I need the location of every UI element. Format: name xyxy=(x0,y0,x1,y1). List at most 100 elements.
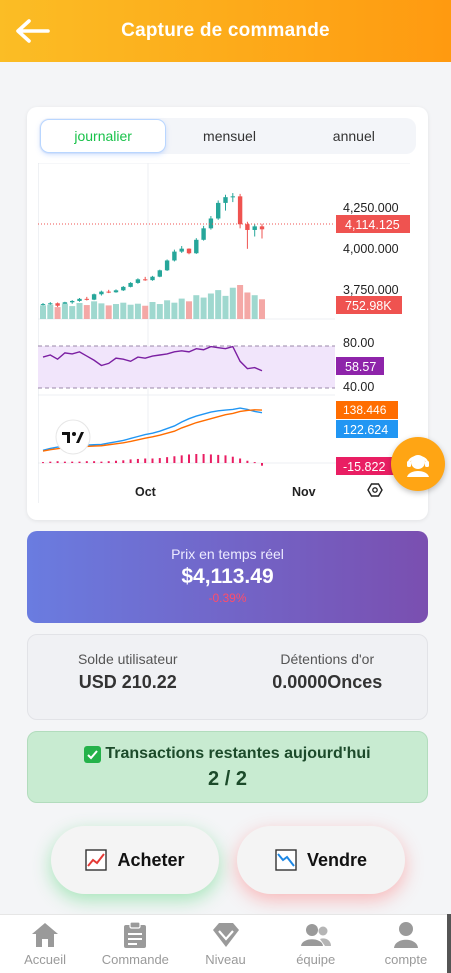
remaining-transactions-card: Transactions restantes aujourd'hui 2 / 2 xyxy=(27,731,428,803)
volume-bar xyxy=(207,293,214,319)
candle xyxy=(113,289,119,293)
tab-monthly[interactable]: mensuel xyxy=(203,128,256,144)
macd-hist-bar xyxy=(158,458,161,463)
volume-bar xyxy=(91,301,98,319)
sell-button[interactable]: Vendre xyxy=(237,826,405,894)
volume-bar xyxy=(54,307,61,319)
volume-bar xyxy=(178,298,185,319)
macd-hist-bar xyxy=(85,461,88,463)
home-icon xyxy=(32,923,59,947)
nav-label: Niveau xyxy=(205,952,246,967)
sell-label: Vendre xyxy=(306,849,368,870)
chart-card: journalier mensuel annuel 4,250.000 4,00… xyxy=(27,107,428,520)
nav-item-orders[interactable]: Commande xyxy=(90,915,180,973)
scrollbar[interactable] xyxy=(447,914,451,973)
macd-hist-bar xyxy=(166,457,169,463)
user-balance-value: USD 210.22 xyxy=(78,672,177,692)
candle xyxy=(252,224,257,237)
price-tick: 3,750.000 xyxy=(343,283,399,297)
candle xyxy=(106,289,111,294)
candle xyxy=(70,300,75,304)
buy-label: Acheter xyxy=(117,849,185,870)
volume-bar xyxy=(98,303,105,319)
volume-bar xyxy=(105,305,112,319)
back-arrow-icon[interactable] xyxy=(14,17,50,45)
gold-holdings: Détentions d'or 0.0000Onces xyxy=(228,635,428,719)
candle xyxy=(223,194,228,211)
macd-hist-bar xyxy=(217,454,220,463)
buy-button[interactable]: Acheter xyxy=(51,826,219,894)
user-balance: Solde utilisateur USD 210.22 xyxy=(28,635,228,719)
bottom-navigation: Accueil Commande Niveau équipe xyxy=(0,914,451,973)
customer-support-button[interactable] xyxy=(391,437,445,491)
volume-bar xyxy=(222,295,229,319)
candle xyxy=(157,269,162,278)
volume-bar xyxy=(47,304,54,319)
check-icon xyxy=(84,745,102,763)
macd-hist-bar xyxy=(49,461,52,463)
macd-hist-bar xyxy=(136,458,139,463)
nav-label: Commande xyxy=(101,952,169,967)
macd-hist-bar xyxy=(180,455,183,463)
realtime-price-value: $4,113.49 xyxy=(181,565,274,588)
candle xyxy=(237,193,243,229)
candle xyxy=(135,278,141,284)
volume-bar xyxy=(127,304,134,319)
candle xyxy=(143,276,148,281)
candle xyxy=(259,223,265,239)
macd-hist-bar xyxy=(78,461,81,463)
macd-hist-bar xyxy=(100,461,103,463)
tab-yearly[interactable]: annuel xyxy=(332,128,375,144)
volume-bar xyxy=(193,295,200,319)
current-price-badge: 4,114.125 xyxy=(345,218,400,232)
remaining-transactions-value: 2 / 2 xyxy=(208,768,247,790)
price-chart[interactable]: 4,250.000 4,000.000 3,750.000 80.00 40.0… xyxy=(38,163,410,513)
macd-hist-bar xyxy=(261,463,263,466)
macd-hist-bar xyxy=(202,454,205,463)
page-title: Capture de commande xyxy=(121,20,330,41)
macd-hist-bar xyxy=(231,456,234,463)
candle xyxy=(245,221,250,249)
macd-hist-bar xyxy=(107,461,110,463)
tradingview-logo-icon[interactable] xyxy=(55,419,91,455)
macd-hist-bar xyxy=(115,460,117,463)
nav-item-level[interactable]: Niveau xyxy=(180,915,270,973)
volume-bar xyxy=(186,301,192,319)
nav-item-home[interactable]: Accueil xyxy=(0,915,90,973)
macd-hist-bar xyxy=(71,461,74,463)
nav-item-account[interactable]: compte xyxy=(361,915,451,973)
rsi-line xyxy=(42,345,263,372)
volume-bar xyxy=(215,290,222,319)
balance-card: Solde utilisateur USD 210.22 Détentions … xyxy=(27,634,428,720)
nav-item-team[interactable]: équipe xyxy=(271,915,361,973)
volume-bar xyxy=(134,303,141,319)
macd-hist-bar xyxy=(42,462,44,464)
volume-bar xyxy=(259,299,265,319)
volume-bar xyxy=(61,303,68,319)
volume-bar xyxy=(237,285,244,319)
nav-label: Accueil xyxy=(24,952,67,967)
macd-hist-bar xyxy=(63,461,66,463)
candle xyxy=(172,249,177,262)
rsi-tick: 40.00 xyxy=(343,380,374,394)
tab-daily[interactable]: journalier xyxy=(41,120,166,152)
volume-bar xyxy=(171,302,178,319)
gold-holdings-value: 0.0000Onces xyxy=(272,672,383,692)
hist-badge: -15.822 xyxy=(343,460,385,474)
chart-settings-icon[interactable] xyxy=(367,483,383,497)
volume-bar xyxy=(164,300,171,319)
volume-bar xyxy=(156,304,163,319)
volume-bar xyxy=(120,302,127,319)
price-tick: 4,250.000 xyxy=(343,201,399,215)
gold-holdings-label: Détentions d'or xyxy=(280,651,375,667)
macd-slow-badge: 138.446 xyxy=(343,403,387,417)
candle xyxy=(208,216,214,230)
volume-bar xyxy=(40,305,46,319)
diamond-icon xyxy=(212,923,239,947)
candle xyxy=(84,296,89,301)
macd-hist-bar xyxy=(188,454,190,463)
macd-hist-bar xyxy=(253,462,256,464)
realtime-price-label: Prix en temps réel xyxy=(171,546,284,562)
nav-label: équipe xyxy=(296,952,336,967)
clipboard-icon xyxy=(124,921,147,948)
